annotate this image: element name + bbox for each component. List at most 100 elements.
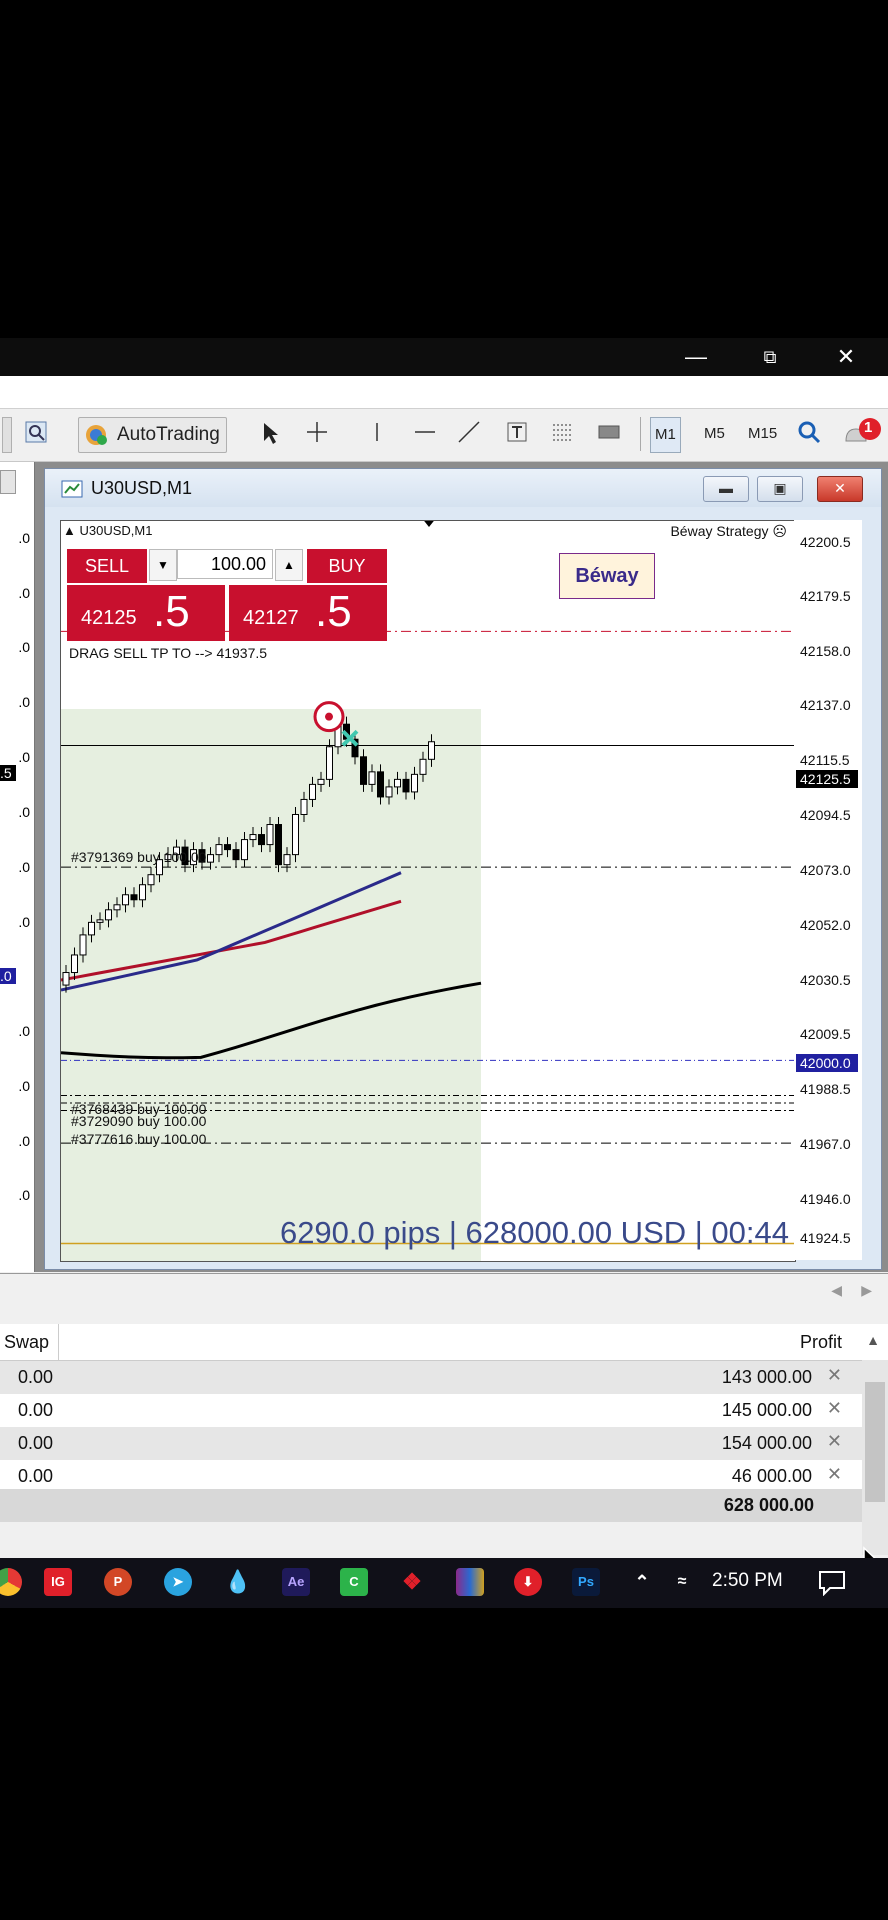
notification-center-icon[interactable] (818, 1570, 846, 1596)
lot-increase-icon[interactable]: ▲ (275, 549, 303, 581)
axis-label: .0 (18, 1078, 30, 1094)
shapes-icon[interactable] (596, 417, 622, 451)
toolbar-handle[interactable] (2, 417, 12, 453)
close-icon[interactable]: ✕ (836, 344, 856, 369)
wifi-icon[interactable]: ≈ (677, 1573, 687, 1590)
candle (181, 846, 189, 866)
background-chart-button[interactable] (0, 470, 16, 494)
vertical-scrollbar[interactable] (862, 1360, 888, 1555)
timeframe-m1[interactable]: M1 (650, 417, 681, 453)
candle (283, 854, 291, 866)
candle (402, 778, 410, 793)
droplet-icon[interactable]: 💧 (224, 1569, 252, 1594)
lot-decrease-icon[interactable]: ▼ (149, 549, 177, 581)
axis-label: .0 (18, 859, 30, 875)
trendline-icon[interactable] (456, 417, 482, 451)
download-icon[interactable]: ⬇ (514, 1568, 542, 1596)
candle (190, 849, 197, 866)
after-effects-icon[interactable]: Ae (282, 1568, 310, 1596)
ma-slow-line (61, 981, 482, 1060)
horizontal-line-icon[interactable] (412, 417, 438, 451)
profit-cell: 154 000.00 (721, 1433, 812, 1453)
candle (428, 741, 435, 760)
close-order-icon[interactable]: ✕ (826, 1398, 842, 1418)
ig-icon[interactable]: IG (44, 1568, 72, 1596)
chart-plot-area[interactable]: ▲ U30USD,M1 Béway Strategy ☹ SELL ▼ ▲ BU… (60, 520, 796, 1262)
y-tick-label: 42137.0 (800, 697, 851, 713)
buy-price-box[interactable]: 42127 .5 (229, 585, 387, 641)
order-label[interactable]: #3729090 buy 100.00 (71, 1113, 207, 1129)
restore-icon[interactable]: ⧉ (763, 347, 777, 367)
chart-minimize-icon[interactable]: ▬ (703, 476, 749, 502)
telegram-icon[interactable]: ➤ (164, 1568, 192, 1596)
alert-count-badge: 1 (864, 419, 873, 436)
timeframe-m15[interactable]: M15 (748, 425, 778, 442)
pips-status-bar: 6290.0 pips | 628000.00 USD | 00:44 (279, 1215, 789, 1250)
scroll-up-icon[interactable]: ▲ (866, 1332, 880, 1348)
sell-button[interactable]: SELL (67, 549, 147, 583)
order-label[interactable]: #3777616 buy 100.00 (71, 1131, 207, 1147)
powerpoint-icon[interactable]: P (104, 1568, 132, 1596)
swap-column-header[interactable]: Swap (4, 1332, 50, 1352)
close-order-icon[interactable]: ✕ (826, 1365, 842, 1385)
swap-cell: 0.00 (18, 1367, 54, 1387)
buy-price-fraction: .5 (315, 587, 352, 636)
candle (377, 771, 384, 798)
chrome-icon[interactable] (0, 1568, 22, 1596)
ma-mid-line (61, 899, 402, 982)
vertical-line-icon[interactable] (370, 417, 384, 451)
drag-tp-text: DRAG SELL TP TO --> 41937.5 (69, 645, 268, 661)
order-label[interactable]: #3791369 buy 100.00 (71, 849, 207, 865)
swap-cell: 0.00 (18, 1433, 54, 1453)
table-row[interactable]: 0.00 145 000.00 ✕ (0, 1394, 862, 1428)
camtasia-icon[interactable]: C (340, 1568, 368, 1596)
toolbar: AutoTrading M1 M5 M15 (0, 409, 888, 462)
candle (241, 839, 248, 861)
table-row[interactable]: 0.00 154 000.00 ✕ (0, 1427, 862, 1461)
scroll-left-icon[interactable]: ◀ (831, 1282, 842, 1298)
notifications-icon[interactable]: 1 (842, 417, 882, 451)
y-tick-label: 41967.0 (800, 1136, 851, 1152)
chart-restore-icon[interactable]: ▣ (757, 476, 803, 502)
chart-window-titlebar[interactable]: U30USD,M1 ▬ ▣ ✕ (45, 469, 881, 507)
axis-label: .0 (18, 749, 30, 765)
minimize-icon[interactable]: — (685, 344, 707, 369)
terminal-header: Swap Profit ▲ (0, 1324, 888, 1361)
acrobat-icon[interactable]: ❖ (402, 1569, 422, 1594)
close-order-icon[interactable]: ✕ (826, 1431, 842, 1451)
tray-expand-icon[interactable]: ⌃ (634, 1572, 650, 1592)
crosshair-icon[interactable] (304, 417, 330, 451)
ea-label: Béway Strategy ☹ (670, 523, 787, 539)
timeframe-m5[interactable]: M5 (704, 425, 725, 442)
fibonacci-icon[interactable] (550, 417, 576, 451)
candle (96, 919, 104, 923)
profit-cell: 143 000.00 (721, 1367, 812, 1387)
close-order-icon[interactable]: ✕ (826, 1464, 842, 1484)
search-icon[interactable] (796, 417, 822, 451)
table-row[interactable]: 0.00 143 000.00 ✕ (0, 1361, 862, 1395)
autotrading-button[interactable]: AutoTrading (78, 417, 227, 453)
cursor-icon[interactable] (258, 417, 282, 451)
axis-label: .0 (18, 530, 30, 546)
buy-button[interactable]: BUY (307, 549, 387, 583)
candle (275, 824, 282, 866)
candle (292, 813, 299, 856)
sell-price-box[interactable]: 42125 .5 (67, 585, 225, 641)
y-tick-label: 42094.5 (800, 807, 851, 823)
photoshop-icon[interactable]: Ps (572, 1568, 600, 1596)
profit-column-header[interactable]: Profit (799, 1332, 842, 1352)
candle (215, 844, 223, 856)
text-tool-icon[interactable] (504, 417, 530, 451)
lot-size-input[interactable] (177, 549, 273, 579)
table-row[interactable]: 0.00 46 000.00 ✕ (0, 1460, 862, 1494)
scroll-right-icon[interactable]: ▶ (861, 1282, 872, 1298)
zoom-icon[interactable] (24, 417, 48, 451)
taskbar-clock[interactable]: 2:50 PM (712, 1570, 783, 1591)
beway-button[interactable]: Béway (559, 553, 655, 599)
trade-marker-dot (325, 712, 333, 721)
chart-close-icon[interactable]: ✕ (817, 476, 863, 502)
candle (113, 904, 121, 911)
order-label[interactable]: #3768439 buy 100.00 (71, 1101, 207, 1117)
y-tick-label: 41946.0 (800, 1191, 851, 1207)
winrar-icon[interactable] (456, 1568, 484, 1596)
